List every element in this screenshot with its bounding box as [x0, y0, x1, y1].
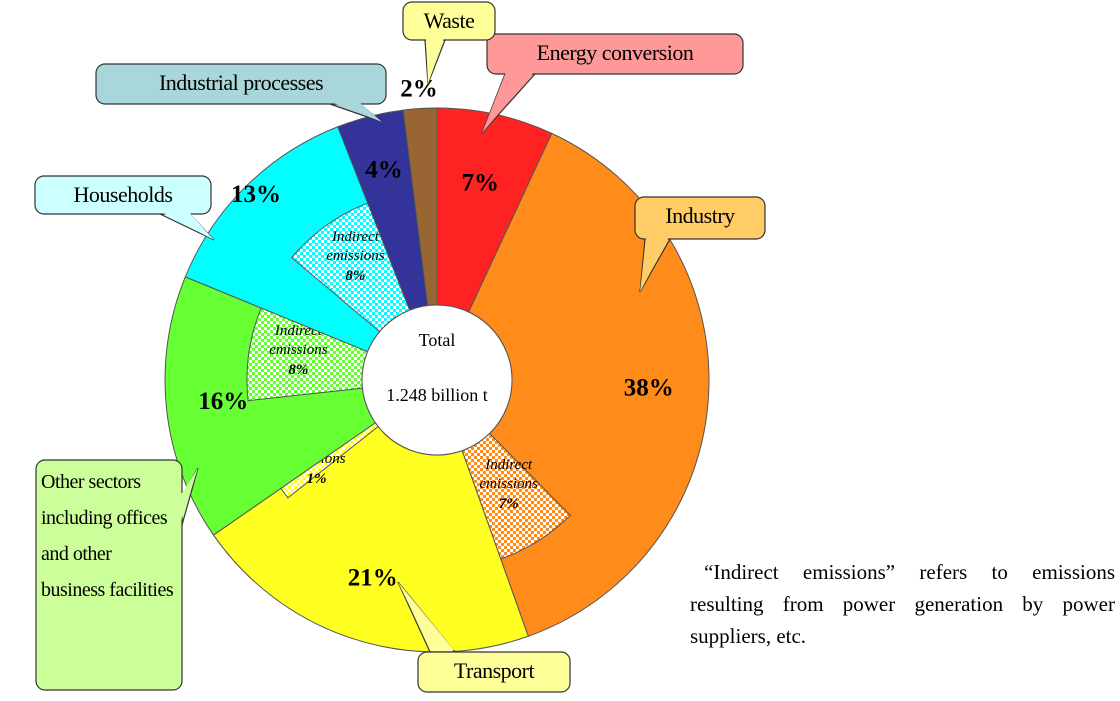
callout-tail-cover: [331, 102, 382, 122]
callout-tail-cover: [640, 237, 669, 292]
indirect-label-box: Indirect emissions: [326, 229, 385, 265]
category-label-box: Households: [73, 182, 173, 207]
indirect-value-label-box: 8%: [288, 362, 309, 379]
indirect-value-label: 8%: [288, 362, 309, 379]
category-label-box: Industrial processes: [158, 70, 324, 95]
category-label-box: Waste: [423, 8, 475, 33]
indirect-label-box: Indirect emissions: [479, 457, 538, 493]
indirect-label: Indirect emissions: [479, 457, 538, 493]
indirect-value-label-box: 1%: [306, 471, 327, 488]
callout-tail-cover: [161, 212, 214, 240]
callout-tail-cover: [426, 38, 444, 84]
note: “Indirect emissions” refers to emissions…: [690, 560, 1115, 648]
value-label: 13%: [231, 181, 281, 208]
callout: [95, 63, 387, 105]
callout: [34, 175, 212, 215]
donut-hole: [361, 304, 513, 456]
value-label: 16%: [198, 388, 248, 415]
callout: [634, 196, 766, 240]
callout-tail-cover: [398, 582, 454, 650]
category-label: Waste: [423, 8, 475, 33]
callout: [486, 33, 744, 75]
callout-tail-cover: [482, 72, 534, 133]
indirect-value-label: 8%: [345, 268, 366, 285]
value-label: 38%: [624, 375, 674, 402]
category-label: Energy conversion: [536, 40, 694, 65]
category-label-box: Industry: [665, 203, 735, 228]
indirect-value-label-box: 7%: [498, 496, 519, 513]
center-label: Total: [419, 330, 456, 350]
callout: [402, 1, 496, 41]
callout-tail-cover: [180, 468, 198, 524]
value-label: 2%: [400, 75, 438, 102]
center-label: 1.248 billion t: [386, 385, 488, 405]
category-label-box: Energy conversion: [536, 40, 694, 65]
category-label: Other sectors including offices and othe…: [41, 471, 174, 601]
category-label: Industrial processes: [158, 70, 324, 95]
category-label-box: Transport: [453, 658, 535, 683]
category-label: Households: [73, 182, 173, 207]
indirect-value-label-box: 8%: [345, 268, 366, 285]
category-label: Transport: [453, 658, 535, 683]
indirect-label: Indirect emissions: [326, 229, 385, 265]
indirect-value-label: 7%: [498, 496, 519, 513]
category-label-box: Other sectors including offices and othe…: [41, 471, 174, 601]
value-label: 4%: [365, 156, 403, 183]
value-label: 21%: [348, 565, 398, 592]
category-label: Industry: [665, 203, 735, 228]
indirect-value-label: 1%: [306, 471, 327, 488]
callout: [417, 651, 571, 693]
value-label: 7%: [461, 169, 499, 196]
callout: [35, 459, 183, 691]
